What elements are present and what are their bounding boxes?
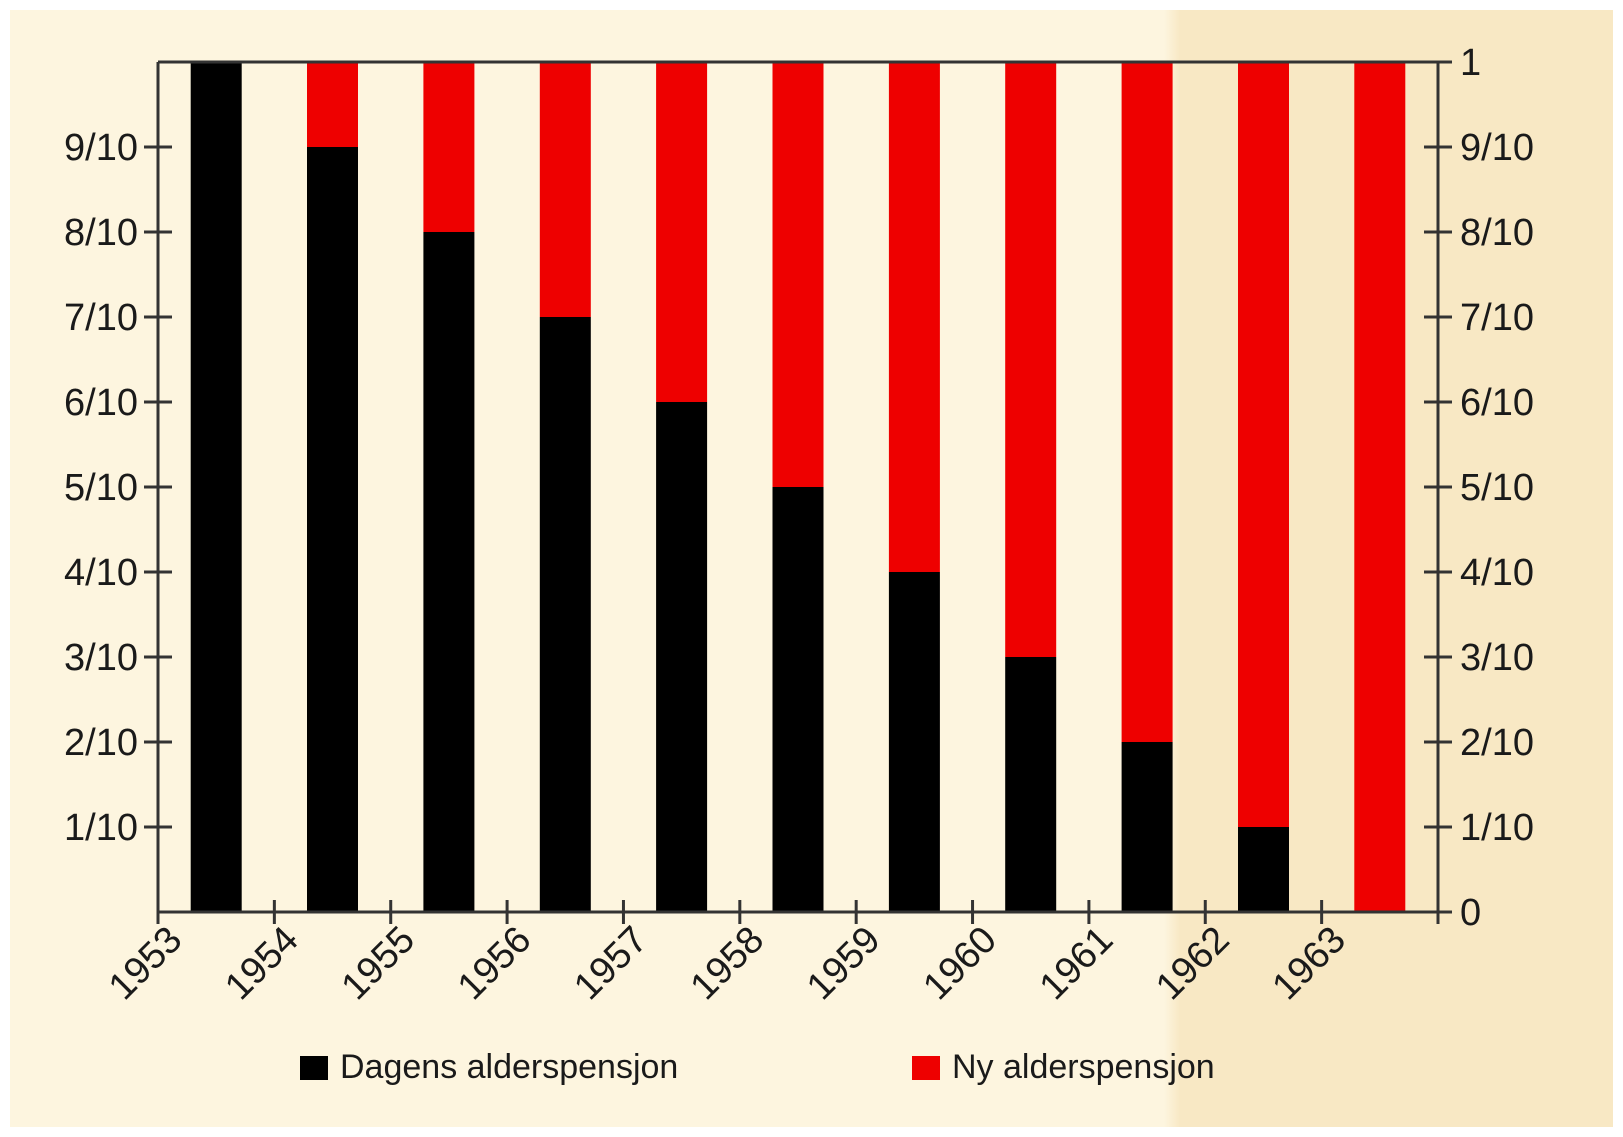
y-tick-label-left: 6/10 <box>64 382 138 424</box>
bar-ny-1954 <box>307 62 358 147</box>
y-tick-label-left: 2/10 <box>64 722 138 764</box>
y-tick-label-left: 7/10 <box>64 297 138 339</box>
bar-ny-1963 <box>1354 62 1406 912</box>
y-tick-label-right: 1 <box>1460 42 1481 84</box>
y-tick-label-left: 5/10 <box>64 467 138 509</box>
y-tick-label-left: 9/10 <box>64 127 138 169</box>
bar-dagens-1959 <box>888 572 940 912</box>
legend-swatch-ny <box>912 1056 940 1080</box>
y-tick-label-right: 9/10 <box>1460 127 1534 169</box>
bar-dagens-1954 <box>307 147 358 912</box>
y-tick-label-right: 4/10 <box>1460 552 1534 594</box>
bar-dagens-1960 <box>1005 657 1057 912</box>
legend-swatch-dagens <box>300 1056 328 1080</box>
bar-ny-1956 <box>539 62 591 317</box>
bar-dagens-1962 <box>1238 827 1289 912</box>
legend-label-ny: Ny alderspensjon <box>952 1048 1215 1086</box>
y-tick-label-right: 0 <box>1460 892 1481 934</box>
y-tick-label-right: 3/10 <box>1460 637 1534 679</box>
bar-ny-1960 <box>1005 62 1057 657</box>
y-tick-label-right: 6/10 <box>1460 382 1534 424</box>
y-tick-label-right: 8/10 <box>1460 212 1534 254</box>
bar-dagens-1953 <box>190 62 242 912</box>
bar-ny-1961 <box>1121 62 1173 742</box>
bar-dagens-1955 <box>423 232 475 912</box>
bar-dagens-1956 <box>539 317 591 912</box>
y-tick-label-left: 8/10 <box>64 212 138 254</box>
bar-dagens-1961 <box>1121 742 1173 912</box>
legend-label-dagens: Dagens alderspensjon <box>340 1048 678 1086</box>
bar-dagens-1958 <box>772 487 824 912</box>
bar-ny-1955 <box>423 62 475 232</box>
y-tick-label-left: 4/10 <box>64 552 138 594</box>
y-tick-label-right: 7/10 <box>1460 297 1534 339</box>
y-tick-label-right: 1/10 <box>1460 807 1534 849</box>
bar-ny-1962 <box>1238 62 1289 827</box>
bar-dagens-1957 <box>656 402 708 912</box>
y-tick-label-left: 3/10 <box>64 637 138 679</box>
y-tick-label-right: 5/10 <box>1460 467 1534 509</box>
y-tick-label-left: 1/10 <box>64 807 138 849</box>
y-tick-label-right: 2/10 <box>1460 722 1534 764</box>
bar-ny-1957 <box>656 62 708 402</box>
bar-ny-1958 <box>772 62 824 487</box>
bar-ny-1959 <box>888 62 940 572</box>
